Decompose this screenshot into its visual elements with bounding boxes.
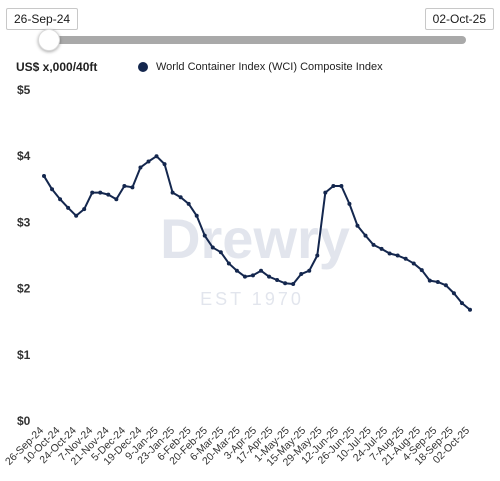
- y-axis-unit-label: US$ x,000/40ft: [16, 60, 98, 74]
- plot-area: [42, 154, 472, 312]
- data-point[interactable]: [275, 277, 280, 282]
- y-tick-label: $0: [17, 414, 31, 428]
- y-tick-label: $4: [17, 149, 31, 163]
- data-point[interactable]: [194, 213, 199, 218]
- data-point[interactable]: [226, 261, 231, 266]
- data-point[interactable]: [339, 183, 344, 188]
- data-point[interactable]: [371, 242, 376, 247]
- data-point[interactable]: [162, 162, 167, 167]
- data-point[interactable]: [130, 185, 135, 190]
- data-point[interactable]: [355, 223, 360, 228]
- data-point[interactable]: [379, 246, 384, 251]
- data-point[interactable]: [419, 268, 424, 273]
- data-point[interactable]: [202, 233, 207, 238]
- data-point[interactable]: [395, 253, 400, 258]
- data-point[interactable]: [291, 281, 296, 286]
- data-point[interactable]: [267, 274, 272, 279]
- data-point[interactable]: [122, 183, 127, 188]
- chart-legend[interactable]: World Container Index (WCI) Composite In…: [138, 61, 383, 73]
- range-end-label: 02-Oct-25: [424, 8, 494, 30]
- data-point[interactable]: [242, 274, 247, 279]
- data-point[interactable]: [114, 197, 119, 202]
- data-point[interactable]: [58, 197, 63, 202]
- data-point[interactable]: [250, 273, 255, 278]
- data-point[interactable]: [299, 272, 304, 277]
- data-point[interactable]: [259, 268, 264, 273]
- legend-series-label: World Container Index (WCI) Composite In…: [156, 61, 383, 73]
- drewry-watermark: Drewry EST 1970: [160, 207, 350, 309]
- data-point[interactable]: [186, 201, 191, 206]
- data-point[interactable]: [411, 261, 416, 266]
- y-tick-label: $1: [17, 348, 31, 362]
- data-point[interactable]: [74, 213, 79, 218]
- data-point[interactable]: [387, 251, 392, 256]
- date-range-slider-handle[interactable]: [38, 29, 60, 51]
- y-tick-label: $3: [17, 215, 31, 229]
- data-point[interactable]: [42, 174, 46, 179]
- data-point[interactable]: [82, 207, 87, 212]
- data-point[interactable]: [323, 190, 328, 195]
- legend-marker-icon: [138, 62, 148, 72]
- y-axis: $0 $1 $2 $3 $4 $5: [17, 83, 31, 428]
- range-start-label: 26-Sep-24: [6, 8, 79, 30]
- data-point[interactable]: [403, 256, 408, 261]
- data-point[interactable]: [146, 159, 151, 164]
- data-point[interactable]: [210, 245, 215, 250]
- data-point[interactable]: [90, 190, 95, 195]
- data-point[interactable]: [435, 279, 440, 284]
- data-point[interactable]: [218, 250, 223, 255]
- data-point[interactable]: [178, 195, 183, 200]
- data-point[interactable]: [138, 165, 143, 170]
- data-point[interactable]: [234, 268, 239, 273]
- data-point[interactable]: [50, 187, 55, 192]
- data-point[interactable]: [347, 201, 352, 206]
- data-point[interactable]: [363, 233, 368, 238]
- data-point[interactable]: [459, 301, 464, 306]
- data-point[interactable]: [331, 183, 336, 188]
- date-range-slider-track[interactable]: [40, 36, 466, 44]
- data-point[interactable]: [443, 283, 448, 288]
- data-point[interactable]: [468, 307, 472, 312]
- data-point[interactable]: [427, 278, 432, 283]
- data-point[interactable]: [315, 253, 320, 258]
- data-point[interactable]: [307, 268, 312, 273]
- data-point[interactable]: [154, 154, 159, 159]
- y-tick-label: $2: [17, 282, 31, 296]
- data-point[interactable]: [170, 190, 175, 195]
- watermark-est: EST 1970: [200, 289, 304, 309]
- watermark-brand: Drewry: [160, 207, 350, 270]
- data-point[interactable]: [106, 192, 111, 197]
- data-point[interactable]: [66, 205, 71, 210]
- data-point[interactable]: [98, 190, 103, 195]
- data-point[interactable]: [283, 281, 288, 286]
- x-axis: 26-Sep-2410-Oct-2424-Oct-247-Nov-2421-No…: [3, 425, 472, 469]
- data-point[interactable]: [451, 291, 456, 296]
- y-tick-label: $5: [17, 83, 31, 97]
